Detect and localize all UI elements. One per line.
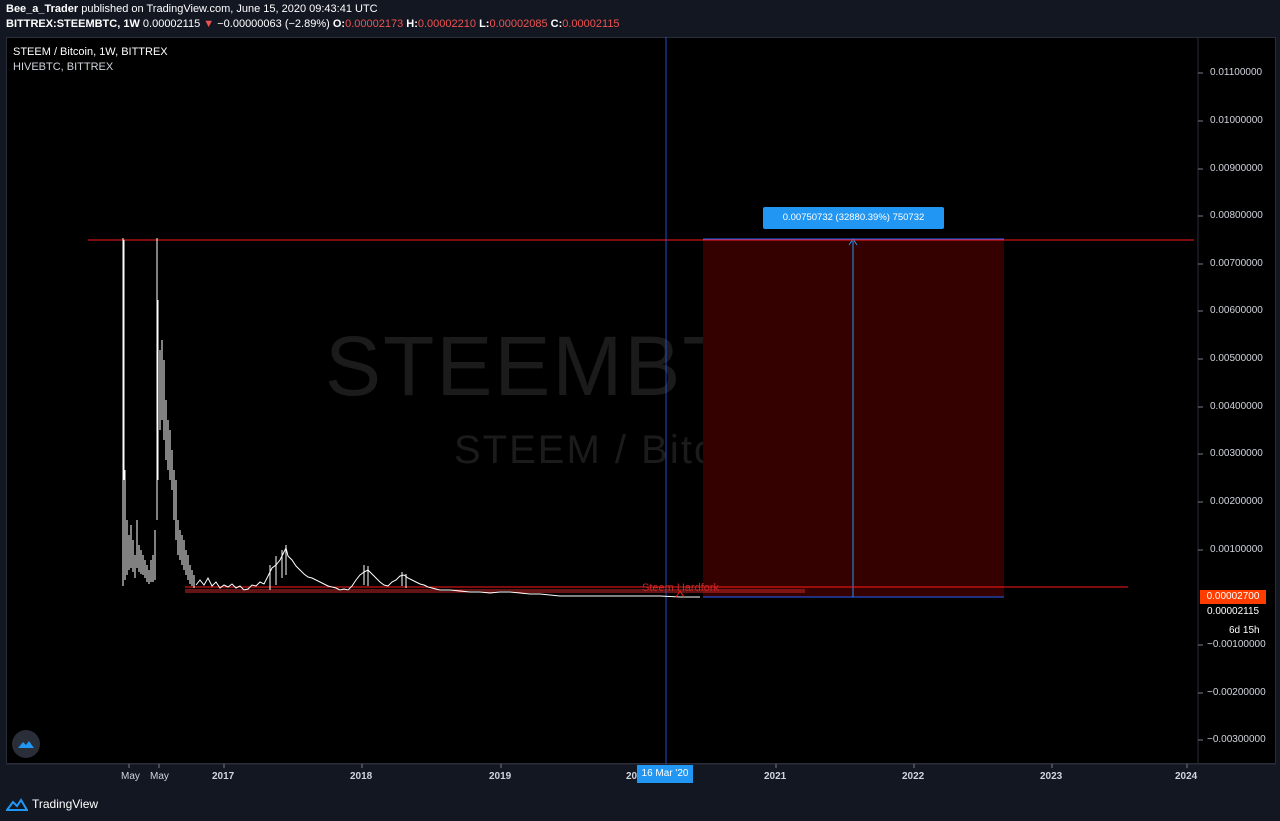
- high-value: 0.00002210: [417, 18, 476, 30]
- price-change: −0.00000063 (−2.89%): [217, 18, 330, 30]
- bar-countdown: 6d 15h: [1229, 625, 1260, 636]
- symbol-full: BITTREX:STEEMBTC, 1W: [6, 18, 140, 30]
- last-price: 0.00002115: [142, 18, 201, 30]
- open-label: O:: [332, 18, 346, 30]
- price-label: 0.00100000: [1210, 544, 1263, 555]
- author-name[interactable]: Bee_a_Trader: [6, 3, 79, 15]
- low-value: 0.00002085: [489, 18, 548, 30]
- price-label: 0.00500000: [1210, 353, 1263, 364]
- price-label: 0.00400000: [1210, 401, 1263, 412]
- price-label: 0.00300000: [1210, 448, 1263, 459]
- low-label: L:: [479, 18, 490, 30]
- time-label: 2019: [489, 771, 512, 782]
- close-label: C:: [550, 18, 563, 30]
- hardfork-marker-icon: [675, 590, 685, 598]
- chart-header: Bee_a_Trader published on TradingView.co…: [0, 0, 1280, 36]
- time-axis-ticks: [128, 764, 1188, 768]
- chart-legend: STEEM / Bitcoin, 1W, BITTREX HIVEBTC, BI…: [13, 45, 168, 75]
- published-text: published on TradingView.com, June 15, 2…: [78, 3, 378, 15]
- price-axis-ticks: [1198, 72, 1203, 741]
- cloud-mountain-icon: [18, 741, 34, 748]
- ohlc-line: BITTREX:STEEMBTC, 1W 0.00002115 ▼ −0.000…: [6, 18, 620, 30]
- brand-name: TradingView: [32, 797, 99, 811]
- time-label: 2021: [764, 771, 787, 782]
- measure-arrow-head-icon: [848, 238, 858, 246]
- time-label: May: [121, 771, 140, 782]
- price-label: 0.01100000: [1210, 67, 1263, 78]
- price-label: 0.00200000: [1210, 496, 1263, 507]
- high-label: H:: [406, 18, 418, 30]
- time-label: May: [150, 771, 169, 782]
- price-label: 0.00800000: [1210, 210, 1263, 221]
- chart-pane[interactable]: [6, 37, 1276, 764]
- down-arrow-icon: ▼: [203, 18, 215, 30]
- close-value: 0.00002115: [562, 18, 620, 30]
- legend-main-series[interactable]: STEEM / Bitcoin, 1W, BITTREX: [13, 46, 168, 58]
- hardfork-label: Steem Hardfork: [642, 582, 720, 594]
- time-label: 2023: [1040, 771, 1063, 782]
- open-value: 0.00002173: [345, 18, 404, 30]
- time-label: 20: [626, 771, 638, 782]
- time-label: 2017: [212, 771, 235, 782]
- footer: [0, 790, 1280, 821]
- price-label: −0.00200000: [1207, 687, 1266, 698]
- marker-price-tag: 0.00002700: [1200, 590, 1266, 604]
- price-label: 0.00900000: [1210, 163, 1263, 174]
- chart-action-button[interactable]: [12, 730, 40, 758]
- price-label: 0.00600000: [1210, 305, 1263, 316]
- price-label: 0.00700000: [1210, 258, 1263, 269]
- current-price-label: 0.00002115: [1207, 606, 1260, 617]
- time-label: 2018: [350, 771, 373, 782]
- tradingview-brand[interactable]: TradingView: [6, 797, 98, 811]
- price-label: −0.00300000: [1207, 734, 1266, 745]
- tradingview-logo-icon: [6, 798, 28, 811]
- price-label: 0.01000000: [1210, 115, 1263, 126]
- publisher-line: Bee_a_Trader published on TradingView.co…: [6, 3, 378, 15]
- time-label: 2022: [902, 771, 925, 782]
- measure-label: 0.00750732 (32880.39%) 750732: [763, 207, 944, 229]
- time-label: 2024: [1175, 771, 1198, 782]
- legend-compare-series[interactable]: HIVEBTC, BITTREX: [13, 61, 114, 73]
- price-label: −0.00100000: [1207, 639, 1266, 650]
- price-series: [122, 238, 700, 598]
- time-cursor-label: 16 Mar '20: [637, 765, 693, 783]
